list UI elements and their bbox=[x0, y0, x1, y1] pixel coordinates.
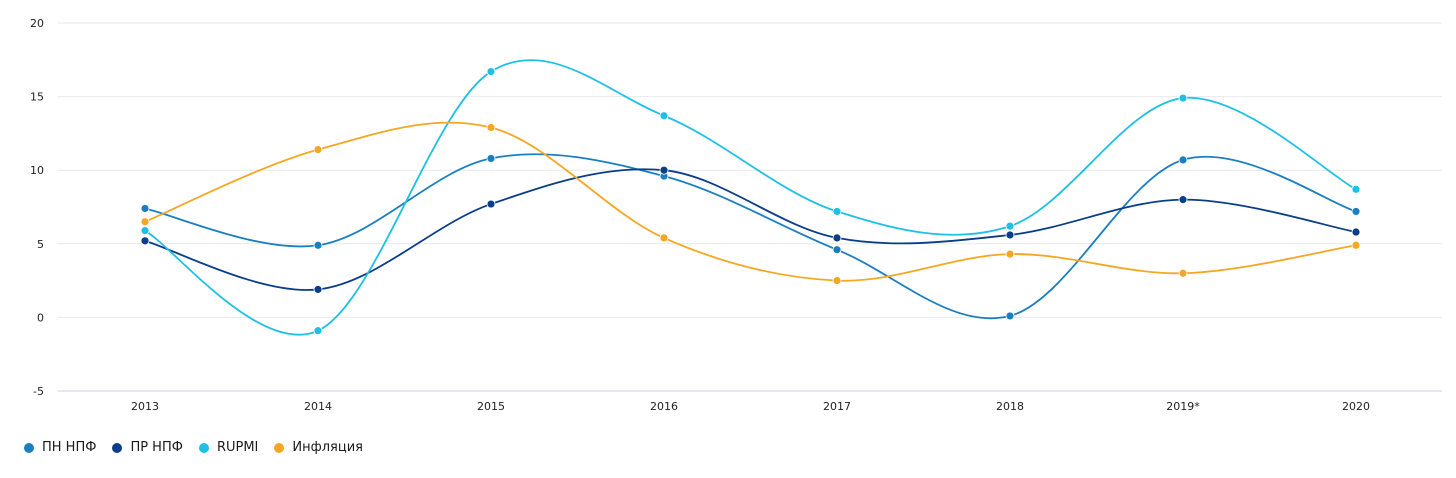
x-tick-label: 2020 bbox=[1342, 400, 1370, 413]
legend-marker bbox=[112, 442, 123, 453]
data-point-2[interactable] bbox=[1351, 184, 1361, 194]
x-tick-label: 2019* bbox=[1166, 400, 1200, 413]
series-lines bbox=[144, 59, 1357, 336]
data-point-0[interactable] bbox=[1178, 155, 1188, 165]
data-point-1[interactable] bbox=[486, 199, 496, 209]
y-tick-label: 0 bbox=[37, 311, 44, 324]
legend-label: Инфляция bbox=[292, 440, 363, 455]
series-points bbox=[140, 67, 1361, 336]
legend-item-pr-npf[interactable]: ПР НПФ bbox=[112, 440, 183, 455]
data-point-1[interactable] bbox=[313, 285, 323, 294]
data-point-2[interactable] bbox=[486, 67, 496, 76]
y-tick-label: 5 bbox=[37, 238, 44, 251]
y-axis-ticks: -5 0 5 10 15 20 bbox=[30, 17, 44, 398]
y-tick-label: 20 bbox=[30, 17, 44, 30]
legend-item-inflation[interactable]: Инфляция bbox=[274, 440, 363, 455]
data-point-2[interactable] bbox=[140, 226, 150, 235]
data-point-1[interactable] bbox=[1178, 195, 1188, 205]
x-tick-label: 2018 bbox=[996, 400, 1024, 413]
series-line-1 bbox=[144, 168, 1357, 291]
x-tick-label: 2015 bbox=[477, 400, 505, 413]
grid-layer bbox=[58, 22, 1442, 392]
data-point-0[interactable] bbox=[1005, 311, 1015, 321]
y-tick-label: 15 bbox=[30, 91, 44, 104]
legend-marker bbox=[24, 442, 34, 453]
series-line-3 bbox=[144, 121, 1357, 282]
data-point-2[interactable] bbox=[832, 207, 842, 216]
data-point-1[interactable] bbox=[140, 236, 150, 246]
data-point-0[interactable] bbox=[313, 240, 323, 250]
data-point-1[interactable] bbox=[1005, 230, 1015, 240]
chart-legend: ПН НПФ ПР НПФ RUPMI Инфляция bbox=[24, 440, 363, 455]
series-line-0 bbox=[144, 153, 1357, 320]
data-point-1[interactable] bbox=[1351, 227, 1361, 237]
x-tick-label: 2014 bbox=[304, 400, 332, 413]
x-tick-label: 2016 bbox=[650, 400, 678, 413]
data-point-3[interactable] bbox=[140, 217, 150, 227]
data-point-0[interactable] bbox=[140, 204, 150, 213]
data-point-1[interactable] bbox=[659, 165, 669, 175]
y-tick-label: -5 bbox=[33, 385, 44, 398]
y-tick-label: 10 bbox=[30, 164, 44, 177]
data-point-3[interactable] bbox=[486, 123, 496, 132]
legend-item-pn-npf[interactable]: ПН НПФ bbox=[24, 440, 96, 455]
legend-marker bbox=[274, 442, 285, 453]
data-point-3[interactable] bbox=[313, 145, 323, 154]
x-tick-label: 2017 bbox=[823, 400, 851, 413]
legend-label: ПН НПФ bbox=[42, 440, 97, 455]
data-point-3[interactable] bbox=[832, 276, 842, 286]
data-point-0[interactable] bbox=[486, 154, 496, 163]
data-point-1[interactable] bbox=[832, 233, 842, 243]
legend-label: ПР НПФ bbox=[130, 440, 183, 455]
data-point-2[interactable] bbox=[1178, 93, 1188, 103]
data-point-3[interactable] bbox=[1178, 268, 1188, 278]
data-point-3[interactable] bbox=[659, 233, 669, 243]
x-tick-label: 2013 bbox=[131, 400, 159, 413]
series-line-2 bbox=[144, 59, 1357, 336]
data-point-2[interactable] bbox=[1005, 221, 1015, 231]
legend-label: RUPMI bbox=[216, 440, 259, 455]
data-point-3[interactable] bbox=[1351, 240, 1361, 250]
data-point-0[interactable] bbox=[1351, 207, 1361, 216]
data-point-2[interactable] bbox=[659, 111, 669, 121]
legend-marker bbox=[198, 442, 209, 453]
data-point-0[interactable] bbox=[832, 245, 842, 255]
legend-item-rupmi[interactable]: RUPMI bbox=[198, 440, 259, 455]
x-axis-ticks: 2013 2014 2015 2016 2017 2018 2019* 2020 bbox=[131, 400, 1370, 413]
data-point-2[interactable] bbox=[313, 326, 323, 336]
data-point-3[interactable] bbox=[1005, 249, 1015, 259]
